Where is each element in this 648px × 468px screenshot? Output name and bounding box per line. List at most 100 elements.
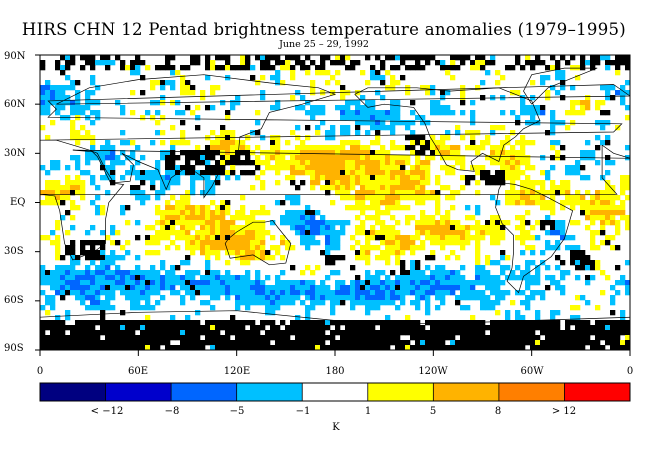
- anomaly-cell: [400, 235, 406, 241]
- anomaly-cell: [465, 240, 471, 246]
- anomaly-cell: [375, 235, 381, 241]
- anomaly-cell: [585, 205, 591, 211]
- anomaly-cell: [495, 180, 501, 186]
- anomaly-cell: [565, 195, 571, 201]
- anomaly-cell: [130, 275, 136, 281]
- anomaly-cell: [135, 345, 141, 350]
- anomaly-cell: [415, 325, 421, 331]
- anomaly-cell: [265, 330, 271, 336]
- anomaly-cell: [505, 310, 511, 316]
- anomaly-cell: [455, 295, 461, 301]
- anomaly-cell: [415, 275, 421, 281]
- anomaly-cell: [480, 325, 486, 331]
- anomaly-cell: [360, 200, 366, 206]
- anomaly-cell: [570, 220, 576, 226]
- anomaly-cell: [530, 140, 536, 146]
- anomaly-cell: [365, 300, 371, 306]
- anomaly-cell: [235, 340, 241, 346]
- anomaly-cell: [515, 310, 521, 316]
- anomaly-cell: [415, 335, 421, 341]
- anomaly-cell: [235, 215, 241, 221]
- anomaly-cell: [235, 285, 241, 291]
- anomaly-cell: [45, 345, 51, 350]
- anomaly-cell: [625, 320, 630, 326]
- anomaly-cell: [180, 85, 186, 91]
- anomaly-cell: [140, 90, 146, 96]
- anomaly-cell: [530, 340, 536, 346]
- anomaly-cell: [190, 235, 196, 241]
- anomaly-cell: [460, 85, 466, 91]
- anomaly-cell: [145, 295, 151, 301]
- anomaly-cell: [310, 345, 316, 350]
- anomaly-cell: [245, 345, 251, 350]
- anomaly-cell: [485, 295, 491, 301]
- anomaly-cell: [310, 215, 316, 221]
- anomaly-cell: [290, 325, 296, 331]
- anomaly-cell: [155, 330, 161, 336]
- anomaly-cell: [330, 185, 336, 191]
- anomaly-cell: [260, 325, 266, 331]
- anomaly-cell: [370, 125, 376, 131]
- anomaly-cell: [185, 220, 191, 226]
- anomaly-cell: [135, 325, 141, 331]
- anomaly-cell: [415, 345, 421, 350]
- anomaly-cell: [565, 270, 571, 276]
- anomaly-cell: [175, 215, 181, 221]
- anomaly-cell: [580, 110, 586, 116]
- anomaly-cell: [485, 270, 491, 276]
- anomaly-cell: [545, 265, 551, 271]
- anomaly-cell: [310, 210, 316, 216]
- anomaly-cell: [215, 175, 221, 181]
- anomaly-cell: [495, 225, 501, 231]
- anomaly-cell: [165, 205, 171, 211]
- anomaly-cell: [50, 165, 56, 171]
- anomaly-cell: [390, 285, 396, 291]
- anomaly-cell: [380, 285, 386, 291]
- anomaly-cell: [315, 70, 321, 76]
- colorbar-label-8: 8: [494, 406, 502, 417]
- anomaly-cell: [45, 100, 51, 106]
- anomaly-cell: [580, 150, 586, 156]
- anomaly-cell: [500, 345, 506, 350]
- anomaly-cell: [580, 165, 586, 171]
- anomaly-cell: [330, 260, 336, 266]
- anomaly-cell: [235, 255, 241, 261]
- anomaly-cell: [605, 140, 611, 146]
- anomaly-cell: [345, 90, 351, 96]
- anomaly-cell: [600, 240, 606, 246]
- anomaly-cell: [200, 345, 206, 350]
- anomaly-cell: [210, 230, 216, 236]
- anomaly-cell: [250, 320, 256, 326]
- anomaly-cell: [560, 335, 566, 341]
- lat-label-30n: 30N: [4, 148, 26, 159]
- anomaly-cell: [445, 270, 451, 276]
- anomaly-cell: [425, 310, 431, 316]
- anomaly-cell: [415, 285, 421, 291]
- anomaly-cell: [410, 190, 416, 196]
- anomaly-cell: [305, 55, 311, 61]
- anomaly-cell: [560, 80, 566, 86]
- anomaly-cell: [475, 235, 481, 241]
- anomaly-cell: [200, 220, 206, 226]
- anomaly-cell: [560, 260, 566, 266]
- anomaly-cell: [470, 285, 476, 291]
- anomaly-cell: [515, 265, 521, 271]
- anomaly-cell: [225, 210, 231, 216]
- anomaly-cell: [275, 305, 281, 311]
- anomaly-cell: [595, 345, 601, 350]
- anomaly-cell: [465, 175, 471, 181]
- anomaly-cell: [565, 235, 571, 241]
- anomaly-cell: [70, 125, 76, 131]
- anomaly-cell: [620, 85, 626, 91]
- anomaly-cell: [245, 335, 251, 341]
- anomaly-cell: [225, 295, 231, 301]
- anomaly-cell: [505, 275, 511, 281]
- anomaly-cell: [425, 225, 431, 231]
- anomaly-cell: [365, 165, 371, 171]
- anomaly-cell: [495, 235, 501, 241]
- anomaly-cell: [550, 230, 556, 236]
- anomaly-cell: [80, 295, 86, 301]
- anomaly-cell: [140, 60, 146, 66]
- anomaly-cell: [580, 205, 586, 211]
- anomaly-cell: [75, 190, 81, 196]
